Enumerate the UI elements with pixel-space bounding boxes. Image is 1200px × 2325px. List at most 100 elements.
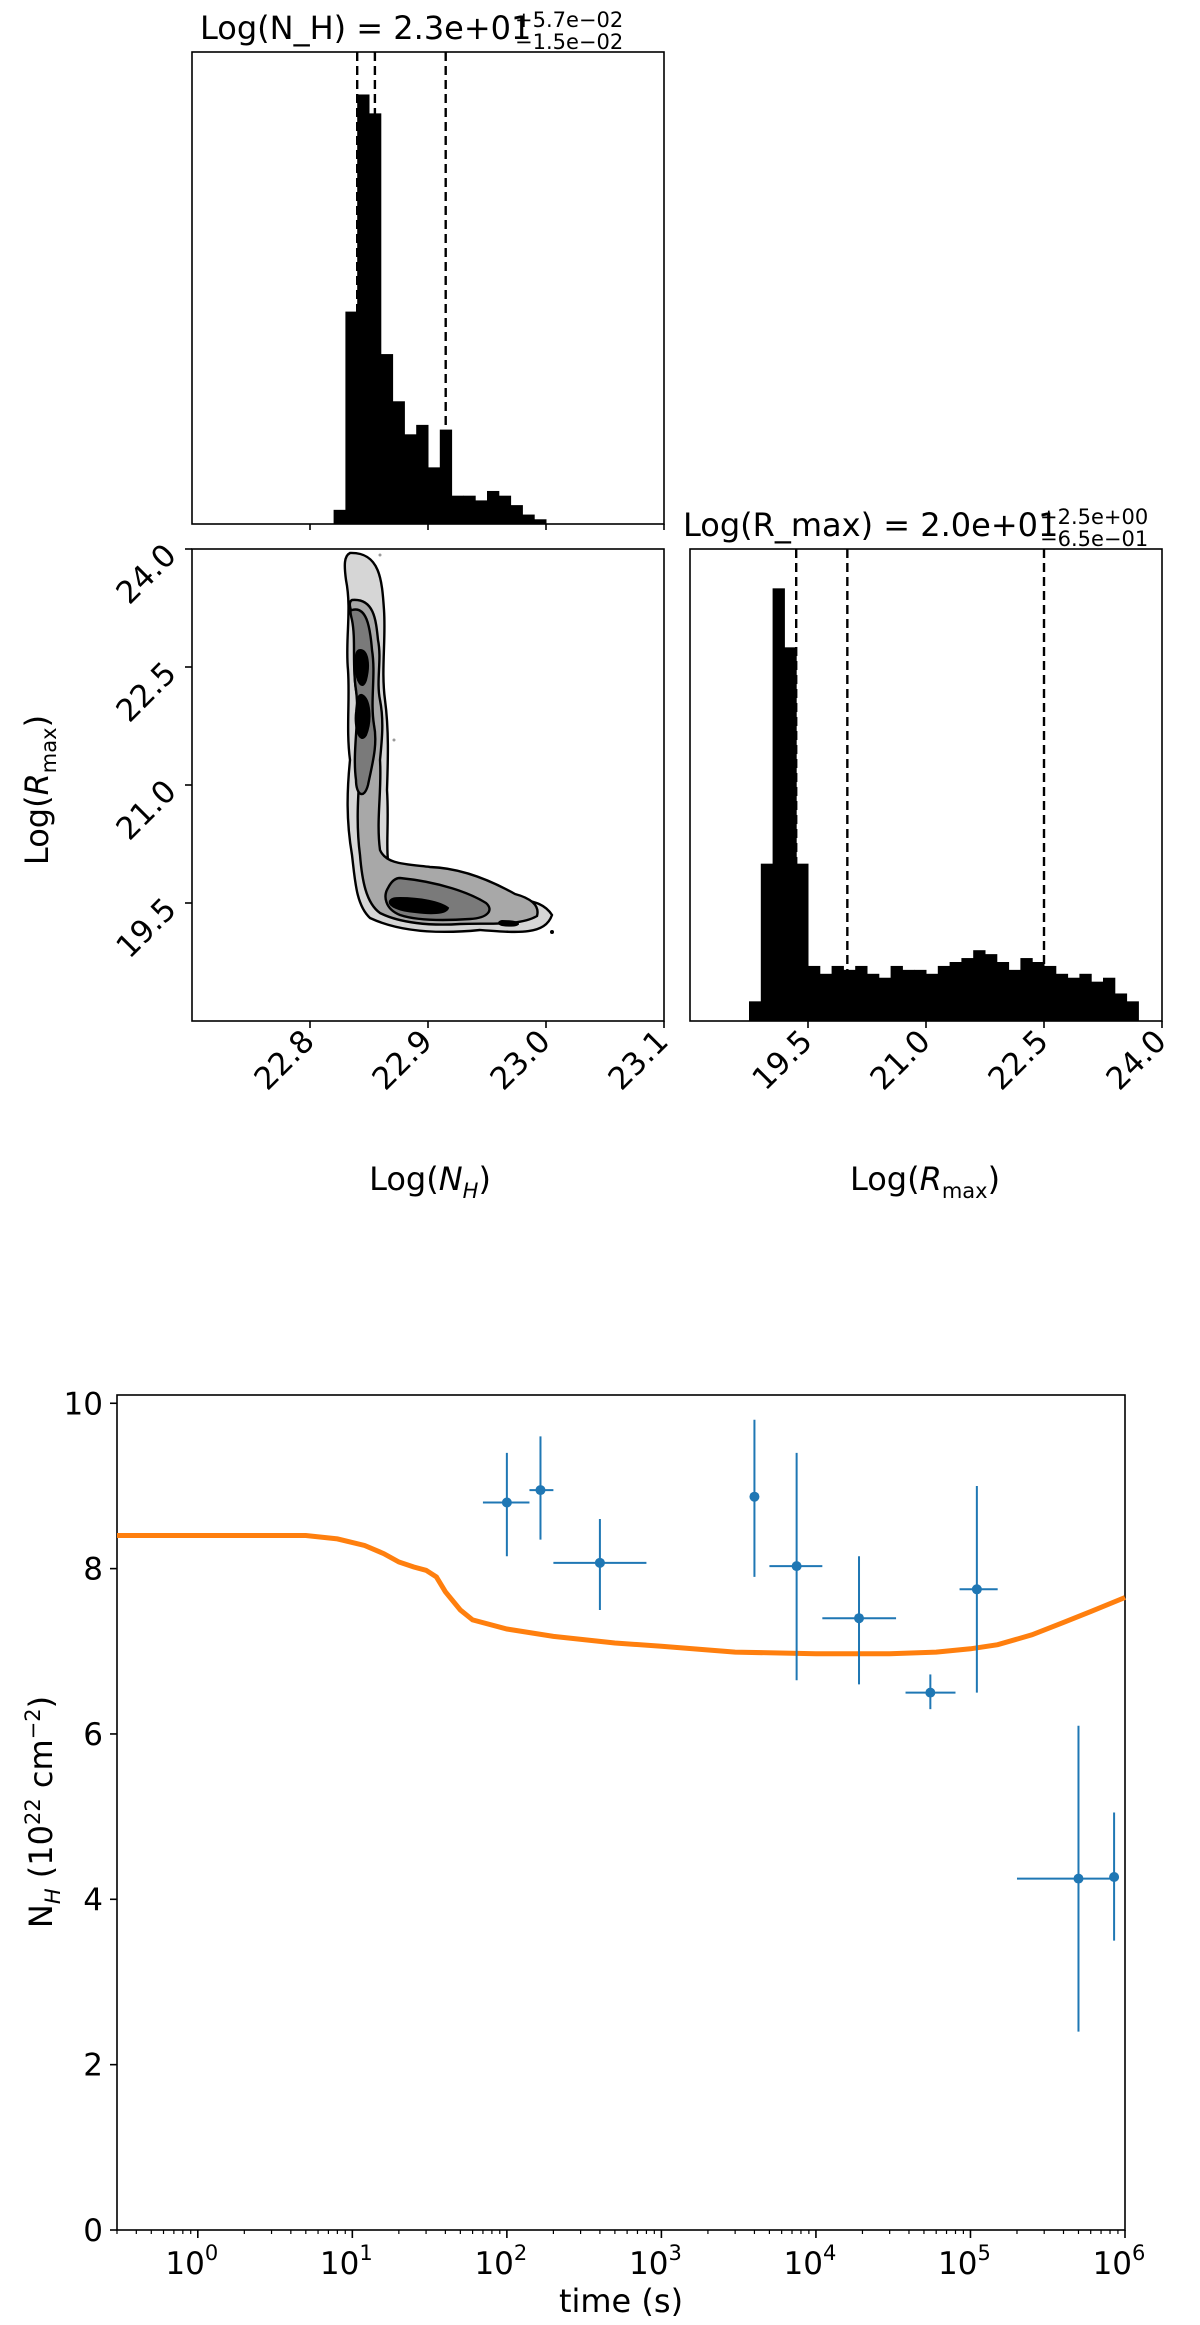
rmax-histogram-bar [914, 969, 927, 1021]
rmax-title-plus: +2.5e+00 [1040, 505, 1148, 529]
data-point-marker [1109, 1871, 1120, 1882]
rmax-histogram-bar [902, 969, 915, 1021]
panel-nh-vs-time: 0 2 4 6 8 10 100 101 102 103 104 105 106 time (s) N… [21, 1386, 1145, 2320]
contour-y-tick-label: 21.0 [109, 773, 183, 847]
rmax-histogram-bar [985, 954, 998, 1021]
nh-histogram-bar [510, 505, 523, 524]
rmax-histogram-bar [843, 969, 856, 1021]
rmax-histogram-bar [772, 588, 785, 1021]
rmax-histogram-bar [1067, 977, 1080, 1021]
time-plot-x-tick-label: 103 [629, 2241, 682, 2282]
contour-y-tick-label: 24.0 [109, 537, 183, 611]
rmax-histogram-bar [784, 647, 797, 1021]
rmax-histogram-bar [808, 965, 821, 1021]
model-curve [117, 1533, 1126, 1657]
data-point-marker [971, 1584, 982, 1595]
rmax-histogram-bar [973, 950, 986, 1021]
rmax-histogram-bar [996, 962, 1010, 1021]
time-plot-y-tick-label: 6 [83, 1717, 103, 1753]
time-plot-y-tick-label: 8 [83, 1552, 103, 1588]
time-plot-x-tick-label: 105 [938, 2241, 991, 2282]
contour-x-tick-label: 22.8 [247, 1023, 321, 1097]
nh-title: Log(N_H) = 2.3e+01 [200, 9, 531, 47]
rmax-title-minus: −6.5e−01 [1040, 527, 1148, 551]
contour-x-ticks: 22.8 22.9 23.0 23.1 [247, 1021, 676, 1097]
time-plot-ylabel: NH (1022 cm−2) [21, 1696, 65, 1928]
contour-scatter-point [392, 738, 396, 742]
data-points [482, 1419, 1120, 2032]
rmax-histogram-bar [1091, 981, 1104, 1021]
rmax-x-tick-label: 21.0 [863, 1023, 937, 1097]
nh-histogram-bar [463, 495, 476, 524]
time-plot-x-tick-label: 101 [320, 2241, 373, 2282]
data-point-marker [1073, 1873, 1084, 1884]
rmax-title: Log(R_max) = 2.0e+01 [683, 506, 1058, 544]
panel-rmax-histogram: Log(R_max) = 2.0e+01 +2.5e+00 −6.5e−01 1… [683, 505, 1174, 1203]
rmax-histogram-bar [1103, 977, 1116, 1021]
data-point-marker [535, 1485, 546, 1496]
time-plot-x-tick-label: 102 [474, 2241, 527, 2282]
rmax-histogram-bar [760, 863, 774, 1021]
contour-ylabel: Log(Rmax) [18, 715, 61, 865]
rmax-histogram-bar [749, 1001, 762, 1021]
rmax-title-main: Log(R_max) = 2.0e+01 [683, 506, 1058, 544]
nh-histogram-x-ticks [309, 524, 665, 530]
contour-level-core [354, 648, 520, 927]
nh-histogram-bar [380, 354, 394, 524]
rmax-histogram-bar [1008, 969, 1021, 1021]
rmax-histogram-bar [796, 863, 809, 1021]
nh-quantile-lines [356, 52, 447, 524]
rmax-histogram-bar [1055, 973, 1069, 1021]
rmax-histogram-bar [819, 973, 833, 1021]
time-plot-y-ticks: 0 2 4 6 8 10 [64, 1386, 117, 2249]
panel-contour: 22.8 22.9 23.0 23.1 19.5 21.0 22.5 24.0 Log(NH… [18, 537, 676, 1203]
rmax-histogram-bar [949, 962, 962, 1021]
contour-level-2 [348, 598, 539, 926]
nh-histogram-bar [498, 495, 512, 524]
rmax-histogram-bar [1032, 962, 1045, 1021]
rmax-quantile-lines [795, 549, 1046, 1021]
rmax-x-tick-label: 19.5 [745, 1023, 819, 1097]
data-point-marker [501, 1497, 512, 1508]
time-plot-y-tick-label: 10 [64, 1386, 103, 1422]
contour-scatter-point [378, 553, 382, 557]
nh-histogram-bar [416, 424, 429, 524]
rmax-histogram-bar [926, 973, 939, 1021]
rmax-histogram-bar [1044, 965, 1057, 1021]
data-point-marker [854, 1613, 865, 1624]
contour-level-3 [349, 608, 491, 922]
contour-x-tick-label: 23.0 [483, 1023, 557, 1097]
time-plot-y-tick-label: 0 [83, 2213, 103, 2249]
nh-histogram-bar [522, 514, 535, 524]
nh-histogram-bar [392, 401, 405, 524]
nh-histogram-bar [487, 490, 500, 524]
contour-y-tick-label: 22.5 [109, 655, 183, 729]
rmax-histogram-bar [1114, 993, 1128, 1021]
data-point-marker [925, 1687, 936, 1698]
rmax-histogram-bars [749, 588, 1139, 1021]
time-plot-x-tick-label: 104 [784, 2241, 837, 2282]
rmax-histogram-bar [878, 977, 892, 1021]
data-point-marker [791, 1561, 802, 1572]
time-plot-x-tick-label: 106 [1093, 2241, 1146, 2282]
nh-histogram-bar [534, 519, 547, 524]
nh-histogram-bars [333, 94, 547, 525]
rmax-histogram-bar [937, 965, 951, 1021]
rmax-xlabel: Log(Rmax) [850, 1160, 1000, 1203]
time-plot-y-tick-label: 4 [83, 1882, 103, 1918]
nh-histogram-bar [345, 311, 358, 524]
rmax-histogram-bar [855, 965, 868, 1021]
rmax-x-tick-label: 22.5 [981, 1023, 1055, 1097]
time-plot-y-tick-label: 2 [83, 2048, 103, 2084]
rmax-histogram-bar [831, 965, 844, 1021]
time-plot-xlabel: time (s) [559, 2282, 683, 2320]
rmax-x-ticks: 19.5 21.0 22.5 24.0 [745, 1021, 1174, 1097]
nh-histogram-bar [451, 495, 464, 524]
rmax-x-tick-label: 24.0 [1099, 1023, 1173, 1097]
contour-level-outer [343, 551, 554, 934]
contour-x-tick-label: 23.1 [601, 1023, 675, 1097]
nh-title-plus: +5.7e−02 [515, 8, 623, 32]
contour-levels [343, 551, 554, 934]
nh-histogram-bar [357, 94, 370, 524]
